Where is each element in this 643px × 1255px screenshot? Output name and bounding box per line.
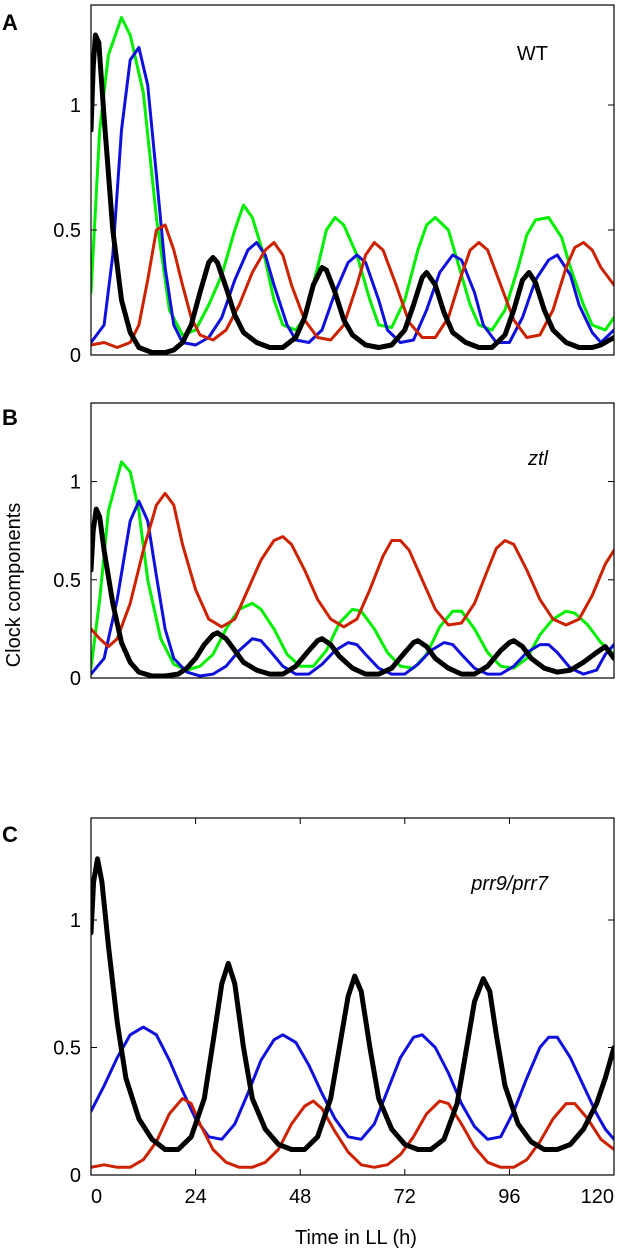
- y-tick-label: 0: [70, 345, 81, 367]
- y-axis-label: Clock components: [3, 503, 25, 668]
- series-line-4: [91, 506, 614, 678]
- y-tick-label: 1: [70, 472, 81, 494]
- y-tick-label: 0: [70, 1165, 81, 1187]
- plot-frame: [90, 817, 615, 1176]
- x-tick-label: 72: [394, 1186, 416, 1208]
- x-tick-label: 120: [581, 1186, 614, 1208]
- series-line-1: [91, 460, 614, 672]
- x-tick-label: 48: [289, 1186, 311, 1208]
- panel-letter: C: [2, 822, 18, 847]
- x-axis-label: Time in LL (h): [295, 1227, 417, 1249]
- x-tick-label: 0: [91, 1186, 102, 1208]
- series-group: [91, 856, 614, 1169]
- panel-letter: A: [2, 10, 18, 35]
- series-group: [91, 460, 614, 678]
- y-tick-label: 0: [70, 668, 81, 690]
- y-tick-label: 1: [70, 910, 81, 932]
- series-line-2: [91, 1097, 614, 1169]
- series-line-1: [91, 1025, 614, 1141]
- y-tick-label: 0.5: [53, 570, 81, 592]
- series-line-4: [91, 32, 614, 355]
- plot-frame: [90, 402, 615, 679]
- panel-annotation: WT: [517, 43, 548, 65]
- series-line-2: [91, 46, 614, 347]
- series-line-3: [91, 856, 614, 1152]
- y-tick-label: 0.5: [53, 220, 81, 242]
- panel-annotation: prr9/prr7: [470, 873, 549, 895]
- x-tick-label: 24: [184, 1186, 206, 1208]
- series-group: [91, 16, 614, 355]
- series-line-2: [91, 499, 614, 678]
- y-tick-label: 1: [70, 95, 81, 117]
- x-tick-label: 96: [498, 1186, 520, 1208]
- series-line-3: [91, 491, 614, 649]
- series-line-1: [91, 16, 614, 337]
- panel-letter: B: [2, 405, 18, 430]
- plot-frame: [90, 4, 615, 356]
- panel-annotation: ztl: [527, 448, 549, 470]
- series-line-3: [91, 223, 614, 349]
- panel-a: 0 0.5 1 A WT: [2, 4, 615, 367]
- y-tick-label: 0.5: [53, 1038, 81, 1060]
